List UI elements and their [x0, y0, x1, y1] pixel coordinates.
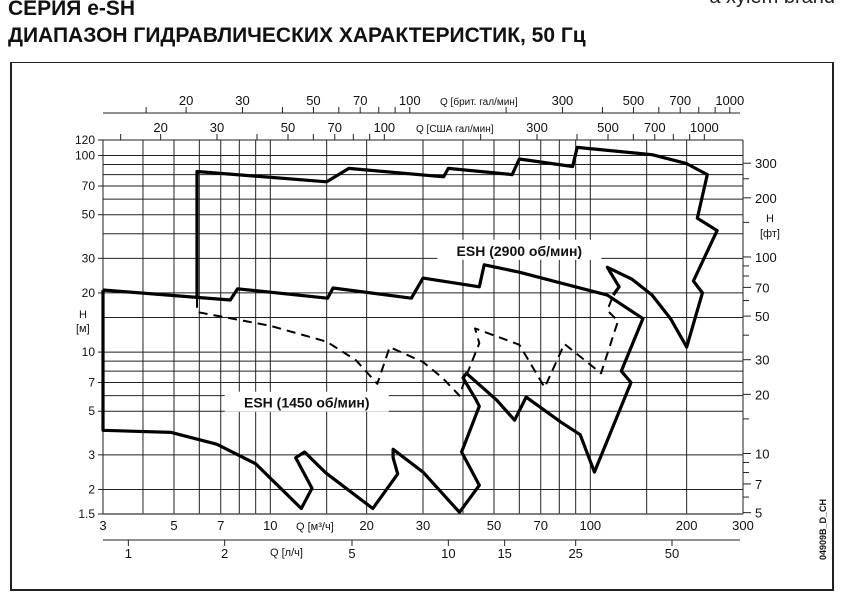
- x-axis-label: Q [м³/ч]: [296, 521, 334, 533]
- brit-gpm-tick-label: 70: [353, 93, 367, 108]
- y2-tick-label: 5: [755, 506, 762, 521]
- x-tick-label: 3: [99, 518, 106, 533]
- ls-tick-label: 2: [221, 546, 228, 561]
- y-tick-label: 120: [75, 133, 95, 147]
- curve-esh-2900-lower: [101, 263, 645, 514]
- x-tick-label: 300: [732, 518, 754, 533]
- us-gpm-tick-label: 50: [281, 120, 295, 135]
- y2-tick-label: 20: [755, 387, 769, 402]
- curve-label-1: ESH (1450 об/мин): [244, 395, 370, 411]
- annotation-bg: [437, 239, 602, 260]
- x-tick-label: 200: [676, 518, 698, 533]
- us-gpm-tick-label: 20: [153, 120, 167, 135]
- y2-tick-label: 50: [755, 309, 769, 324]
- y2-tick-label: 200: [755, 191, 777, 206]
- us-gpm-tick-label: 100: [373, 120, 395, 135]
- curves: [101, 145, 719, 514]
- y2-tick-label: 70: [755, 280, 769, 295]
- x-tick-label: 100: [579, 518, 601, 533]
- y-tick-label: 20: [82, 286, 96, 300]
- us-gpm-tick-label: 30: [210, 120, 224, 135]
- brit-gpm-tick-label: 20: [179, 93, 193, 108]
- y-tick-label: 50: [82, 208, 96, 222]
- annotation-bg: [224, 391, 389, 412]
- curve-esh-1450: [196, 294, 619, 397]
- brit-gpm-tick-label: 500: [623, 93, 645, 108]
- brand-logo-text: a xylem brand: [709, 0, 835, 9]
- x-tick-label: 20: [359, 518, 373, 533]
- y-axis-label: H [м]: [76, 309, 90, 335]
- y-tick-label: 30: [82, 251, 96, 265]
- x-tick-label: 50: [487, 518, 501, 533]
- ls-axis-label: Q [л/ч]: [270, 547, 303, 559]
- brit-gpm-tick-label: 700: [669, 93, 691, 108]
- y-tick-label: 70: [82, 179, 96, 193]
- ls-tick-label: 5: [348, 546, 355, 561]
- brit-gpm-tick-label: 50: [306, 93, 320, 108]
- brit-gpm-axis-label: Q [брит. гал/мин]: [440, 96, 518, 108]
- y-tick-label: 5: [88, 404, 95, 418]
- ls-tick-label: 10: [441, 546, 455, 561]
- brit-gpm-tick-label: 100: [399, 93, 421, 108]
- chart-title: ДИАПАЗОН ГИДРАВЛИЧЕСКИХ ХАРАКТЕРИСТИК, 5…: [8, 24, 586, 47]
- y-tick-label: 3: [88, 448, 95, 462]
- y-tick-label: 7: [88, 376, 95, 390]
- grid: [102, 139, 744, 515]
- y2-tick-label: 30: [755, 353, 769, 368]
- curve-label-0: ESH (2900 об/мин): [457, 243, 583, 259]
- us-gpm-tick-label: 300: [526, 120, 548, 135]
- x-tick-label: 10: [263, 518, 277, 533]
- labels: ESH (2900 об/мин) ESH (1450 об/мин): [224, 239, 602, 412]
- ls-tick-label: 25: [568, 546, 582, 561]
- us-gpm-axis-label: Q [США гал/мин]: [416, 124, 494, 135]
- chart-frame: [10, 62, 834, 591]
- x-tick-label: 30: [416, 518, 430, 533]
- curve-esh-2900-upper: [195, 145, 719, 349]
- x-tick-label: 7: [217, 518, 224, 533]
- brit-gpm-tick-label: 30: [235, 93, 249, 108]
- y2-axis-label: H [фт]: [760, 213, 780, 240]
- y2-tick-label: 10: [755, 446, 769, 461]
- us-gpm-tick-label: 1000: [690, 120, 719, 135]
- y-tick-label: 100: [75, 149, 95, 163]
- x-tick-label: 5: [170, 518, 177, 533]
- x-tick-label: 70: [534, 518, 548, 533]
- ls-tick-label: 1: [125, 546, 132, 561]
- y2-tick-label: 300: [755, 156, 777, 171]
- y2-tick-label: 100: [755, 250, 777, 265]
- y2-tick-label: 7: [755, 477, 762, 492]
- y-tick-label: 2: [88, 482, 95, 496]
- us-gpm-tick-label: 70: [328, 120, 342, 135]
- y-tick-label: 10: [82, 345, 96, 359]
- ls-tick-label: 50: [665, 546, 679, 561]
- us-gpm-tick-label: 700: [644, 120, 666, 135]
- brit-gpm-tick-label: 1000: [715, 93, 744, 108]
- drawing-code: 04909B_D_CH: [818, 499, 828, 560]
- brit-gpm-tick-label: 300: [552, 93, 574, 108]
- y-tick-label: 1.5: [78, 507, 95, 521]
- us-gpm-tick-label: 500: [597, 120, 619, 135]
- ls-tick-label: 15: [497, 546, 511, 561]
- series-title: СЕРИЯ e-SH: [8, 0, 136, 20]
